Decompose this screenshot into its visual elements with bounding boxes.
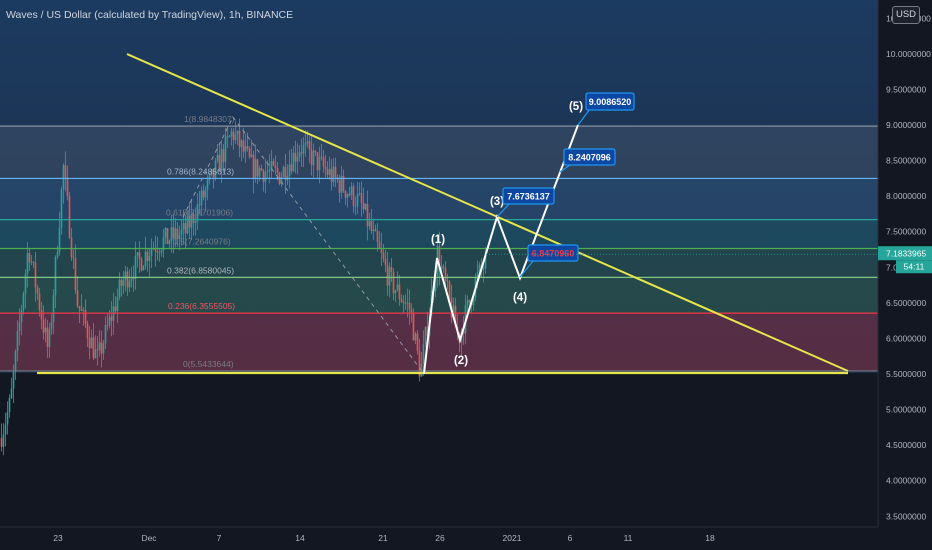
chart-title: Waves / US Dollar (calculated by Trading… [6, 9, 294, 21]
callout-pointer [577, 108, 591, 126]
callout-pointer [559, 164, 571, 173]
time-tick-label: 23 [53, 533, 63, 543]
wave-label[interactable]: (2) [454, 355, 468, 367]
current-price-tag[interactable] [878, 246, 932, 261]
time-tick-label: Dec [141, 533, 157, 543]
price-callout-box[interactable] [563, 148, 616, 166]
fib-level-label: 0(5.5433644) [183, 359, 234, 369]
price-tick-label: 9.5000000 [886, 84, 926, 94]
price-tick-label: 3.5000000 [886, 511, 926, 521]
descending-trendline[interactable] [126, 53, 849, 372]
price-callout-box[interactable] [585, 92, 635, 111]
bar-countdown-value: 54:11 [904, 262, 925, 272]
price-tick-label: 5.0000000 [886, 405, 926, 415]
time-tick-label: 21 [378, 533, 388, 543]
price-callout-box[interactable] [527, 244, 579, 262]
price-tick-label: 10.0000000 [886, 49, 931, 59]
callout-pointer [519, 259, 535, 278]
time-tick-label: 6 [568, 533, 573, 543]
price-tick-label: 4.5000000 [886, 440, 926, 450]
fib-band [0, 178, 878, 220]
fib-level-label: 0.618(7.6701906) [166, 208, 233, 218]
time-axis-background [0, 527, 878, 550]
price-callout-text: 7.6736137 [507, 192, 550, 202]
wave-label[interactable]: (1) [431, 234, 445, 246]
fib-band [0, 126, 878, 179]
time-tick-label: 2021 [503, 533, 522, 543]
price-axis[interactable]: 10.500000010.00000009.50000009.00000008.… [877, 0, 932, 550]
wave-label[interactable]: (3) [490, 196, 504, 208]
fib-level-label: 0.382(6.8580045) [167, 265, 234, 275]
price-tick-label: 6.0000000 [886, 333, 926, 343]
price-callout-text: 6.8470960 [532, 249, 575, 259]
price-tick-label: 8.0000000 [886, 191, 926, 201]
price-callout-text: 8.2407096 [568, 153, 611, 163]
price-callout-text: 9.0086520 [589, 97, 632, 107]
fib-level-label: 1(8.9848307) [184, 114, 235, 124]
time-tick-label: 11 [624, 533, 633, 543]
candlestick-series [0, 118, 487, 456]
fib-band [0, 313, 878, 371]
callout-pointer [496, 202, 511, 218]
wave-label[interactable]: (4) [513, 292, 527, 304]
fib-level-label: 0.5(7.2640976) [173, 236, 231, 246]
time-tick-label: 7 [217, 533, 222, 543]
fib-level-label: 0.786(8.2485613) [167, 166, 234, 176]
price-tick-label: 5.5000000 [886, 369, 926, 379]
price-tick-label: 6.5000000 [886, 298, 926, 308]
currency-button[interactable]: USD [892, 6, 920, 24]
price-tick-label: 8.5000000 [886, 156, 926, 166]
price-tick-label: 9.0000000 [886, 120, 926, 130]
price-axis-background [878, 0, 932, 550]
price-tick-label: 4.0000000 [886, 476, 926, 486]
price-tick-label: 7.5000000 [886, 227, 926, 237]
fib-band [0, 219, 878, 249]
time-tick-label: 26 [435, 533, 445, 543]
fib-level-label: 0.236(6.3555505) [168, 301, 235, 311]
price-callout-box[interactable] [502, 187, 555, 205]
wave-label[interactable]: (5) [569, 101, 583, 113]
time-tick-label: 18 [705, 533, 715, 543]
fib-band [0, 277, 878, 314]
time-axis[interactable]: 23 Dec 7 14 21 26 2021 6 11 18 [0, 526, 878, 550]
time-tick-label: 14 [295, 533, 305, 543]
bar-countdown-tag [896, 260, 932, 274]
current-price-value: 7.1833965 [886, 249, 926, 259]
